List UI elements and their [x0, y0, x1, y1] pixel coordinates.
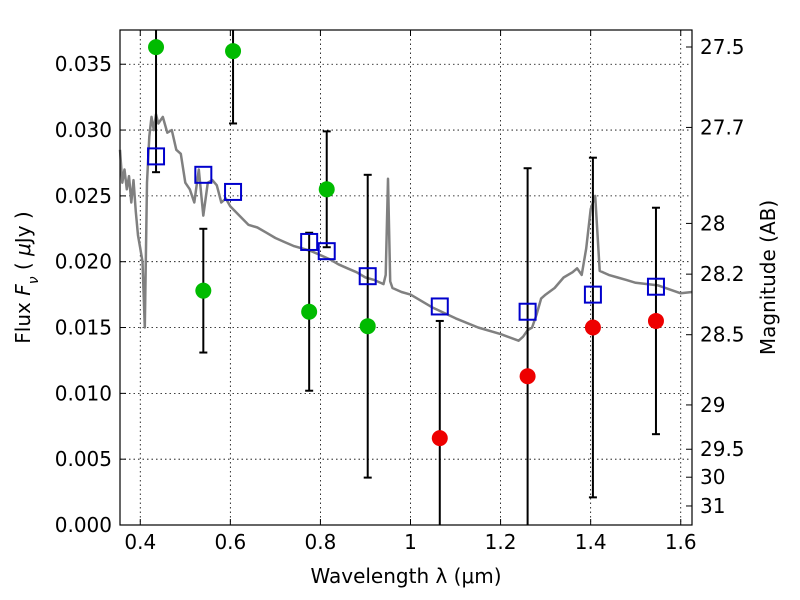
y-tick-label: 0.030	[55, 118, 112, 142]
mag-tick-label: 28	[700, 211, 725, 235]
y-tick-label: 0.020	[55, 250, 112, 274]
mag-tick-label: 29.5	[700, 437, 745, 461]
mag-tick-label: 27.7	[700, 115, 745, 139]
y-tick-label: 0.010	[55, 381, 112, 405]
faint-point	[647, 312, 664, 329]
model-photometry-square	[194, 165, 213, 184]
faint-point	[431, 430, 448, 447]
mag-tick-label: 27.5	[700, 35, 745, 59]
y-axis-title-part: F	[11, 284, 35, 296]
model-photometry-square	[583, 285, 602, 304]
detection-point	[148, 39, 165, 56]
mag-tick-label: 28.2	[700, 262, 745, 286]
model-photometry-square	[518, 302, 537, 321]
faint-errorbar	[435, 319, 444, 525]
plot-frame	[119, 29, 693, 526]
axis-labels: Wavelength λ (μm) Flux Fν ( μJy ) Magnitud…	[11, 200, 780, 588]
x-tick-label: 0.8	[305, 530, 337, 554]
model-sed-line	[118, 113, 693, 342]
model-photometry-squares	[147, 147, 665, 321]
data-points	[148, 39, 664, 447]
detection-point	[225, 43, 242, 60]
y-axis-title: Flux Fν ( μJy )	[11, 211, 42, 343]
model-sed-layer	[118, 113, 693, 342]
mag-tick-label: 28.5	[700, 323, 745, 347]
model-photometry-square	[430, 297, 449, 316]
x-tick-label: 0.6	[214, 530, 246, 554]
x-tick-label: 1.2	[485, 530, 517, 554]
detection-point	[359, 318, 376, 335]
mag-tick-label: 31	[700, 494, 725, 518]
model-photometry-square	[317, 242, 336, 261]
y-axis-title-part: Flux	[11, 296, 35, 344]
model-photometry-square	[300, 232, 319, 251]
y-axis-title-part: μ	[11, 243, 35, 257]
detection-point	[195, 282, 212, 299]
model-photometry-square	[224, 182, 243, 201]
model-photometry-square	[147, 147, 166, 166]
y-tick-label: 0.005	[55, 447, 112, 471]
x-axis-title: Wavelength λ (μm)	[310, 564, 501, 588]
axes: 0.4 0.6 0.8 1 1.2 1.4 1.6 0.000 0.005 0.010 0.015 0…	[55, 29, 745, 554]
mag-tick-label: 29	[700, 393, 725, 417]
grid	[120, 30, 692, 526]
x-tick-label: 1.4	[575, 530, 607, 554]
model-photometry-square	[646, 277, 665, 296]
model-photometry-square	[358, 267, 377, 286]
y-axis-title-part: (	[11, 256, 35, 277]
x-tick-label: 1	[404, 530, 417, 554]
error-bars	[152, 30, 660, 525]
detection-point	[301, 303, 318, 320]
x-tick-label: 0.4	[124, 530, 156, 554]
faint-point	[519, 368, 536, 385]
faint-point	[584, 319, 601, 336]
y-tick-label: 0.025	[55, 184, 112, 208]
y-tick-label: 0.035	[55, 52, 112, 76]
y-axis-title-part: ν	[26, 276, 42, 284]
y-tick-label: 0.000	[55, 513, 112, 537]
y-tick-label: 0.015	[55, 316, 112, 340]
faint-errorbar	[523, 167, 532, 525]
x-tick-label: 1.6	[665, 530, 697, 554]
mag-tick-label: 30	[700, 465, 725, 489]
y-axis-title-part: Jy )	[11, 211, 35, 245]
detection-point	[318, 181, 335, 198]
y2-axis-title: Magnitude (AB)	[756, 200, 780, 355]
